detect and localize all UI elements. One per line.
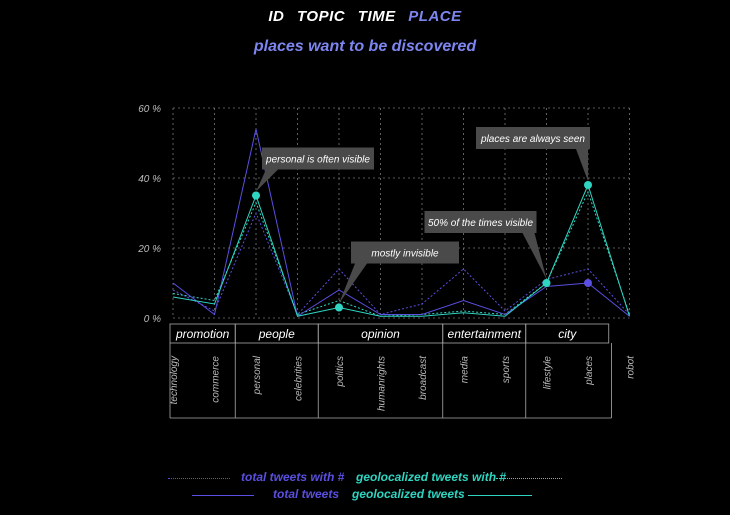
series-line [172, 183, 630, 317]
group-header-box [525, 323, 610, 344]
group-label: promotion [175, 327, 230, 341]
annotation-text: 50% of the times visible [428, 218, 533, 229]
category-label: robot [626, 355, 637, 379]
group-label: opinion [361, 327, 400, 341]
y-tick-label: 60 % [138, 104, 161, 115]
category-label: technology [169, 355, 180, 404]
nav-item-time[interactable]: TIME [357, 8, 396, 25]
top-navigation: ID TOPIC TIME PLACE [0, 8, 730, 25]
category-label: celebrities [294, 356, 305, 401]
page-subtitle: places want to be discovered [253, 38, 477, 55]
legend-line-geo [468, 495, 532, 496]
category-label: sports [501, 356, 512, 383]
annotation-text: personal is often visible [265, 155, 370, 166]
annotation-pointer [339, 263, 367, 304]
group-label: entertainment [448, 327, 522, 341]
legend-line-total-with-hash [168, 478, 230, 479]
annotation-text: mostly invisible [371, 249, 439, 260]
data-point-marker [584, 279, 592, 287]
category-label: broadcast [418, 355, 429, 400]
annotation-pointer [256, 169, 278, 192]
series-line [172, 211, 630, 316]
legend-label-geo-with-hash: geolocalized tweets with # [356, 470, 507, 484]
annotation-pointer [522, 233, 547, 279]
nav-item-id[interactable]: ID [268, 8, 285, 25]
annotation-box [262, 147, 374, 170]
annotation-text: places are always seen [480, 134, 585, 145]
y-tick-label: 20 % [137, 244, 161, 255]
group-label: people [258, 327, 295, 341]
legend-label-geo: geolocalized tweets [352, 487, 465, 501]
category-label: commerce [211, 356, 222, 403]
y-tick-label: 0 % [144, 314, 161, 325]
legend-line-total [192, 495, 254, 496]
series-line [172, 128, 630, 318]
line-chart: 0 % 20 % 40 % 60 % promotion people opinion ent… [137, 104, 637, 419]
legend-label-total: total tweets [273, 487, 340, 501]
annotation-pointer [576, 149, 588, 181]
data-point-marker [584, 181, 592, 189]
annotation-box [424, 211, 537, 233]
legend-label-total-with-hash: total tweets with # [241, 470, 345, 484]
category-label: lifestyle [543, 356, 554, 390]
annotation-box [476, 127, 590, 149]
category-label: politics [335, 356, 346, 388]
annotation-box [351, 241, 459, 264]
group-label: city [558, 327, 577, 341]
data-point-marker [542, 279, 551, 287]
nav-item-topic[interactable]: TOPIC [297, 8, 346, 25]
chart-legend: total tweets with # geolocalized tweets … [0, 470, 730, 506]
category-label: media [460, 356, 471, 384]
category-label: humanrights [377, 356, 388, 411]
y-tick-label: 40 % [138, 174, 161, 185]
nav-item-place[interactable]: PLACE [408, 8, 462, 25]
data-point-marker [252, 191, 260, 200]
category-label: places [584, 356, 595, 386]
legend-line-geo-with-hash [496, 478, 562, 479]
category-label: personal [252, 355, 263, 395]
data-point-marker [335, 303, 343, 312]
